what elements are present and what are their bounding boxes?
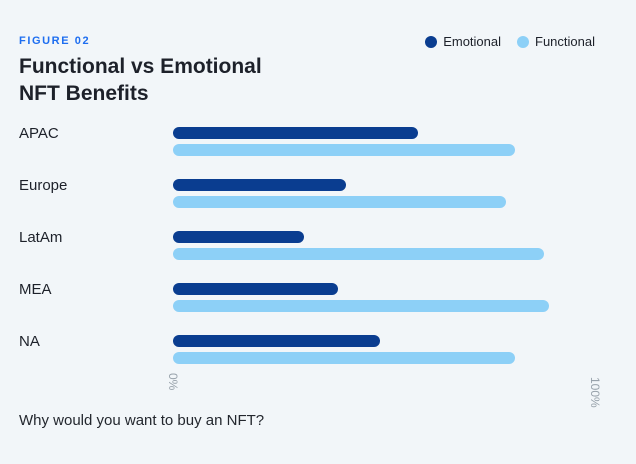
chart-row-apac: APAC — [19, 124, 617, 156]
page-title: Functional vs Emotional NFT Benefits — [19, 53, 262, 107]
chart-caption: Why would you want to buy an NFT? — [19, 412, 265, 429]
chart-row-mea: MEA — [19, 280, 617, 312]
bar-functional-apac — [173, 144, 515, 156]
bar-functional-europe — [173, 196, 507, 208]
category-label: APAC — [19, 124, 59, 142]
bar-emotional-na — [173, 335, 380, 347]
legend-item-emotional: Emotional — [425, 34, 501, 49]
bar-emotional-latam — [173, 231, 304, 243]
chart-row-latam: LatAm — [19, 228, 617, 260]
legend-dot-icon-functional — [517, 35, 530, 48]
bar-functional-mea — [173, 300, 549, 312]
chart-row-europe: Europe — [19, 176, 617, 208]
legend-dot-icon-emotional — [425, 35, 438, 48]
category-label: Europe — [19, 176, 68, 194]
legend: Emotional Functional — [425, 34, 595, 49]
category-label: NA — [19, 332, 40, 350]
bar-functional-na — [173, 352, 515, 364]
legend-label: Functional — [535, 34, 595, 49]
bar-group — [173, 179, 595, 208]
bar-emotional-europe — [173, 179, 347, 191]
chart-row-na: NA — [19, 332, 617, 364]
x-axis-min-label: 0% — [166, 373, 180, 391]
bar-group — [173, 231, 595, 260]
bar-emotional-mea — [173, 283, 338, 295]
figure-label: FIGURE 02 — [19, 35, 91, 47]
x-axis-max-label: 100% — [588, 377, 602, 408]
page-title-line2: NFT Benefits — [19, 82, 149, 105]
category-label: LatAm — [19, 228, 63, 246]
legend-item-functional: Functional — [517, 34, 595, 49]
legend-label: Emotional — [443, 34, 502, 49]
bar-emotional-apac — [173, 127, 418, 139]
category-label: MEA — [19, 280, 52, 298]
bar-group — [173, 283, 595, 312]
bar-group — [173, 335, 595, 364]
bar-chart: APAC Europe LatAm MEA NA — [19, 124, 617, 387]
bar-functional-latam — [173, 248, 545, 260]
bar-group — [173, 127, 595, 156]
page-title-line1: Functional vs Emotional — [19, 55, 262, 78]
